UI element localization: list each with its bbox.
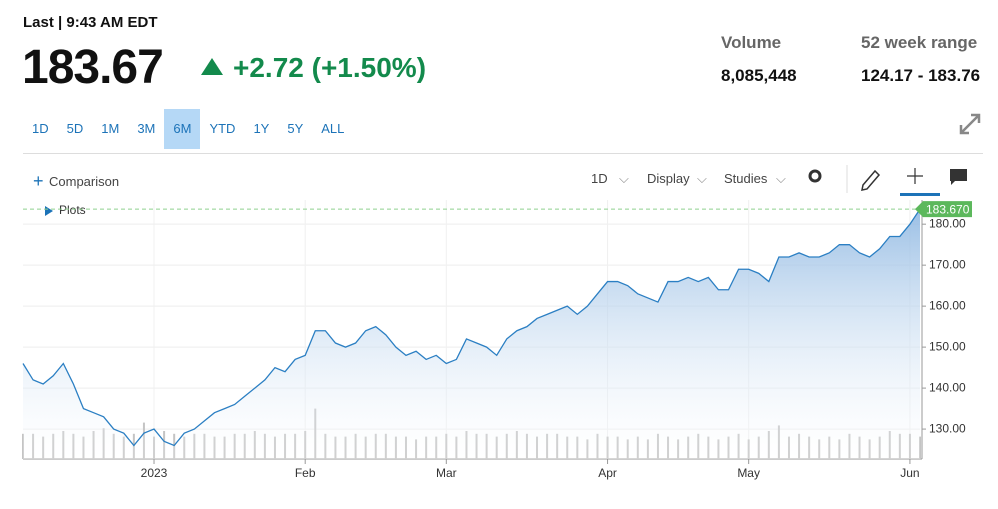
- y-tick-label: 130.00: [929, 421, 966, 435]
- range-button[interactable]: ALL: [321, 121, 345, 136]
- x-tick-label: May: [737, 466, 760, 480]
- x-tick-label: Jun: [900, 466, 919, 480]
- up-arrow: [201, 58, 223, 75]
- settings-icon[interactable]: [808, 169, 822, 183]
- crosshair-icon[interactable]: [907, 168, 923, 184]
- toolbar-icons: [808, 165, 967, 196]
- range-button[interactable]: 6M: [164, 109, 201, 149]
- line: [22, 208, 921, 447]
- active-indicator: [900, 193, 940, 196]
- range-button[interactable]: 1Y: [253, 121, 270, 136]
- interval-button[interactable]: 1D: [591, 171, 608, 186]
- range-button[interactable]: 5Y: [287, 121, 304, 136]
- range-button[interactable]: 3M: [137, 121, 156, 136]
- y-tick-label: 140.00: [929, 380, 966, 394]
- range-buttons: 1D 5D 1M 3M 6M YTD 1Y 5Y ALL: [23, 109, 353, 149]
- x-tick-label: Mar: [436, 466, 457, 480]
- plots-toggle[interactable]: Plots: [59, 203, 86, 217]
- plots-icon: [45, 206, 53, 216]
- range-button[interactable]: 1M: [101, 121, 120, 136]
- divider: [23, 153, 983, 154]
- y-tick-label: 180.00: [929, 216, 966, 230]
- stat-label: 52 week range: [861, 33, 978, 52]
- price-change: +2.72 (+1.50%): [233, 52, 427, 83]
- range-button[interactable]: 1D: [32, 121, 49, 136]
- comparison-button[interactable]: Comparison: [49, 174, 120, 189]
- price: 183.67: [22, 41, 164, 94]
- x-tick-label: Apr: [598, 466, 617, 480]
- stat-value: 8,085,448: [721, 66, 797, 85]
- x-tick-label: 2023: [141, 466, 168, 480]
- area: [23, 209, 920, 459]
- last-price-tag: [915, 201, 972, 218]
- comment-icon[interactable]: [950, 169, 967, 185]
- y-tick-label: 160.00: [929, 298, 966, 312]
- studies-button[interactable]: Studies: [724, 171, 768, 186]
- expand-icon[interactable]: [958, 112, 984, 136]
- plus-icon: +: [33, 171, 44, 191]
- display-button[interactable]: Display: [647, 171, 690, 186]
- x-tick-label: Feb: [295, 466, 316, 480]
- y-tick-label: 150.00: [929, 339, 966, 353]
- range-button[interactable]: 5D: [66, 121, 84, 136]
- stat-value: 124.17 - 183.76: [861, 66, 981, 85]
- draw-icon[interactable]: [861, 169, 881, 191]
- range-button[interactable]: YTD: [209, 121, 236, 136]
- last-time: Last | 9:43 AM EDT: [23, 14, 158, 31]
- chevron: ⌵: [776, 171, 786, 186]
- stat-label: Volume: [721, 33, 782, 52]
- chevron: ⌵: [697, 171, 707, 186]
- chevron: ⌵: [619, 171, 629, 186]
- y-tick-label: 170.00: [929, 257, 966, 271]
- last-price-label: 183.670: [926, 202, 970, 216]
